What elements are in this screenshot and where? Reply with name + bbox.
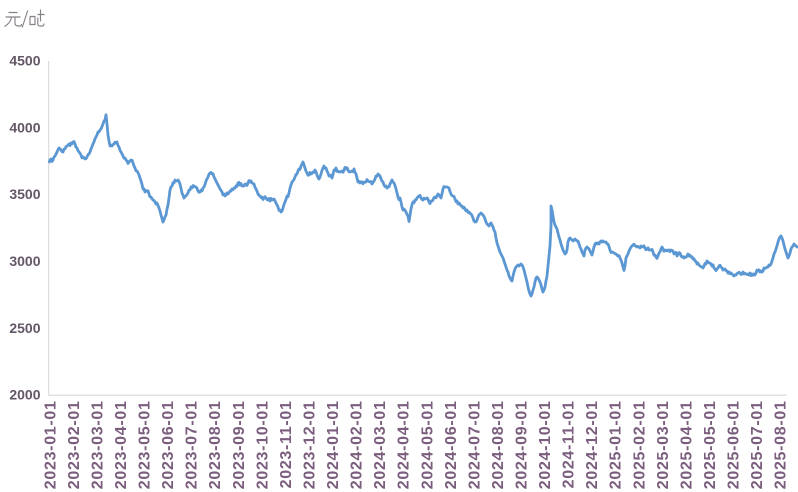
svg-text:2023-09-01: 2023-09-01 [231,400,248,489]
svg-text:2023-06-01: 2023-06-01 [160,400,177,489]
svg-text:2025-08-01: 2025-08-01 [773,400,790,489]
svg-text:2024-03-01: 2024-03-01 [372,400,389,489]
svg-text:2024-02-01: 2024-02-01 [349,400,366,489]
svg-text:2025-06-01: 2025-06-01 [726,400,743,489]
svg-text:2024-05-01: 2024-05-01 [419,400,436,489]
svg-text:2000: 2000 [9,387,40,403]
svg-text:2024-06-01: 2024-06-01 [443,400,460,489]
svg-text:2024-08-01: 2024-08-01 [490,400,507,489]
svg-text:3000: 3000 [9,253,40,269]
svg-text:2024-09-01: 2024-09-01 [514,400,531,489]
svg-text:2025-01-01: 2025-01-01 [608,400,625,489]
svg-text:2023-05-01: 2023-05-01 [137,400,154,489]
svg-text:2500: 2500 [9,320,40,336]
svg-text:2023-07-01: 2023-07-01 [184,400,201,489]
svg-text:4500: 4500 [9,53,40,69]
svg-text:2023-10-01: 2023-10-01 [254,400,271,489]
svg-text:2025-05-01: 2025-05-01 [702,400,719,489]
svg-text:3500: 3500 [9,186,40,202]
svg-text:2024-01-01: 2024-01-01 [325,400,342,489]
svg-text:2024-12-01: 2024-12-01 [584,400,601,489]
svg-text:2024-04-01: 2024-04-01 [396,400,413,489]
svg-text:2025-03-01: 2025-03-01 [655,400,672,489]
svg-text:2025-07-01: 2025-07-01 [749,400,766,489]
svg-text:2023-12-01: 2023-12-01 [302,400,319,489]
svg-text:2025-04-01: 2025-04-01 [678,400,695,489]
svg-text:4000: 4000 [9,119,40,135]
svg-text:2023-03-01: 2023-03-01 [89,400,106,489]
svg-text:2023-01-01: 2023-01-01 [42,400,59,489]
svg-text:2025-02-01: 2025-02-01 [631,400,648,489]
svg-text:2024-11-01: 2024-11-01 [561,400,578,488]
svg-text:2024-10-01: 2024-10-01 [537,400,554,489]
svg-text:2023-02-01: 2023-02-01 [66,400,83,489]
svg-text:2024-07-01: 2024-07-01 [466,400,483,489]
svg-text:2023-04-01: 2023-04-01 [113,400,130,489]
svg-text:2023-11-01: 2023-11-01 [278,400,295,488]
svg-text:2023-08-01: 2023-08-01 [207,400,224,489]
